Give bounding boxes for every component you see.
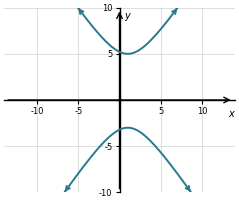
Text: x: x — [228, 109, 234, 119]
Text: y: y — [125, 11, 130, 21]
